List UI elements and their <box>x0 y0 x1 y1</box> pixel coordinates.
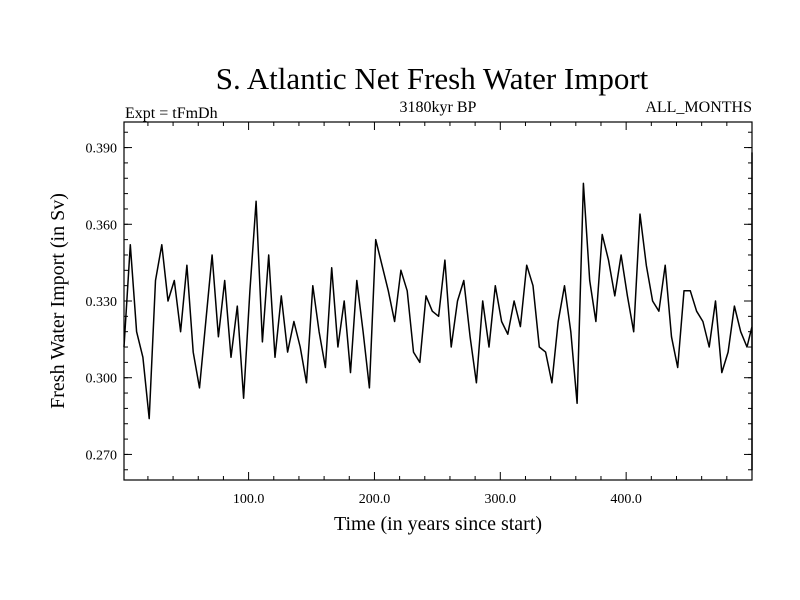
y-tick-label: 0.300 <box>86 372 118 387</box>
series-line <box>123 151 753 471</box>
y-tick-label: 0.360 <box>86 218 118 233</box>
months-label: ALL_MONTHS <box>645 99 752 116</box>
y-tick-label: 0.390 <box>86 142 118 157</box>
x-tick-label: 300.0 <box>485 492 517 507</box>
plot-area <box>123 122 753 480</box>
plot-frame <box>123 121 753 481</box>
x-tick-label: 100.0 <box>233 492 265 507</box>
x-tick-label: 400.0 <box>610 492 642 507</box>
y-tick-label: 0.270 <box>86 448 118 463</box>
y-axis-label: Fresh Water Import (in Sv) <box>47 193 69 409</box>
x-tick-label: 200.0 <box>359 492 391 507</box>
x-axis-label: Time (in years since start) <box>334 513 542 535</box>
chart-title: S. Atlantic Net Fresh Water Import <box>216 61 649 96</box>
y-tick-label: 0.330 <box>86 295 118 310</box>
period-label: 3180kyr BP <box>400 99 477 116</box>
experiment-label: Expt = tFmDh <box>125 105 218 122</box>
